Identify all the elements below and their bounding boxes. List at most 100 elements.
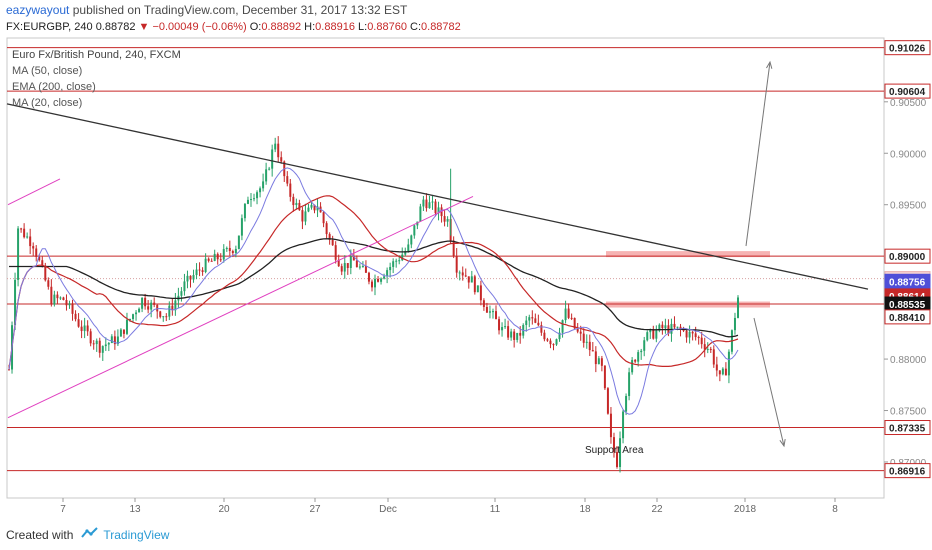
y-tick-label: 0.88000 [890,355,927,366]
candle-body [8,369,10,371]
descending-trendline [6,103,869,290]
candle-body [733,317,736,331]
ma50-line [8,195,739,370]
price-label-box [884,463,931,479]
candle-body [540,325,543,333]
candle-body [165,316,168,318]
candle-body [419,206,422,222]
candle-body [488,311,491,313]
candle-body [301,210,304,222]
candle-body [404,251,407,255]
legend-ma50: MA (50, close) [12,65,82,77]
candle-body [676,326,679,328]
channel-lower-line [7,196,474,419]
price-label-box [884,83,931,99]
ema200-line [9,238,739,338]
candle-body [495,311,498,320]
candle-body [479,285,482,301]
candle-body [706,348,709,350]
candle-body [159,311,162,317]
open-value: 0.88892 [261,21,302,33]
candle-body [201,270,204,272]
candle-body [697,337,700,339]
candle-body [510,331,513,338]
candle-body [458,272,461,274]
candle-body [122,329,125,334]
candle-body [727,351,730,376]
price-label: 0.87335 [889,424,926,435]
candle-body [295,202,298,206]
candle-body [23,228,26,238]
candle-body [32,246,35,249]
candle-body [504,326,507,328]
created-with-text: Created with [6,527,74,542]
candle-body [277,143,280,158]
candle-body [231,251,234,254]
candle-body [268,168,271,170]
candle-body [213,253,216,261]
candle-body [407,244,410,252]
price-label: 0.88410 [889,313,926,324]
candle-body [186,275,189,282]
candle-body [364,266,367,273]
candle-body [141,297,144,309]
candle-body [597,358,600,365]
x-tick-label: 11 [490,504,501,515]
candle-body [507,326,510,338]
tradingview-brand[interactable]: TradingView [103,527,170,542]
candle-body [204,258,207,272]
candle-body [271,149,274,169]
candle-body [585,341,588,343]
candle-body [709,348,712,350]
price-label: 0.88756 [889,277,926,288]
candle-body [286,176,289,184]
candle-body [658,324,661,331]
price-label: 0.89000 [889,252,926,263]
candle-body [355,260,358,268]
channel-upper-line [7,178,61,206]
plot-area[interactable] [6,37,885,499]
candle-body [431,201,434,203]
candle-body [95,340,98,345]
candle-body [83,325,86,332]
candle-body [153,302,156,305]
candle-body [561,320,564,333]
price-label-box [884,248,931,264]
candle-body [292,196,295,206]
y-tick-label: 0.90000 [890,149,927,160]
x-tick-label: 13 [129,504,141,515]
symbol-info: FX:EURGBP, 240 0.88782 ▼ −0.00049 (−0.06… [6,21,461,33]
candle-body [516,332,519,340]
last-price: 0.88782 [95,21,136,33]
candle-body [646,332,649,341]
candle-body [649,329,652,333]
candle-body [110,336,113,343]
candle-body [274,143,277,150]
candle-body [694,333,697,338]
close-label: C: [410,21,422,33]
candle-body [304,211,307,222]
candle-body [210,260,213,262]
candle-body [35,248,38,257]
candle-body [576,328,579,332]
candle-body [434,201,437,214]
candle-body [289,183,292,197]
candle-body [380,278,383,282]
candle-body [461,272,464,276]
candle-body [603,365,606,389]
candle-body [691,331,694,334]
candle-body [543,332,546,340]
candle-body [513,331,516,340]
candle-body [564,308,567,321]
candle-body [643,340,646,351]
x-tick-label: 7 [60,504,66,515]
author-link[interactable]: eazywayout [6,3,70,17]
candle-body [59,297,62,299]
candle-body [600,358,603,366]
candle-body [737,297,739,318]
candle-body [192,275,195,280]
candle-body [262,181,265,189]
candle-body [395,260,398,262]
candle-body [246,199,249,204]
